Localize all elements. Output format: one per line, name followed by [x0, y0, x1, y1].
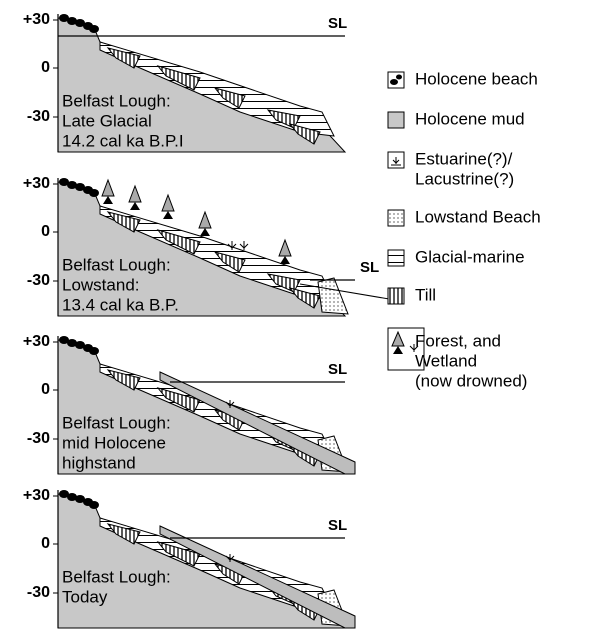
legend-label: Estuarine(?)/ [415, 149, 513, 168]
sea-level-label: SL [328, 361, 347, 378]
legend-label: Wetland [415, 351, 477, 370]
legend-symbol [388, 210, 404, 226]
panel-label: Belfast Lough: [62, 255, 171, 274]
legend-symbol [388, 288, 404, 304]
legend-cobble [390, 79, 398, 85]
y-tick-label: +30 [23, 487, 50, 504]
panel-label: Belfast Lough: [62, 413, 171, 432]
y-tick-label: +30 [23, 333, 50, 350]
panel-label: Belfast Lough: [62, 567, 171, 586]
panel-label: highstand [62, 453, 136, 472]
legend-label: Forest, and [415, 331, 501, 350]
legend-label: Till [415, 285, 436, 304]
beach-cobble [89, 25, 99, 33]
lowstand-beach [318, 278, 348, 314]
tree [162, 195, 174, 211]
legend-label: Holocene mud [415, 109, 525, 128]
sea-level-label: SL [328, 517, 347, 534]
y-tick-label: +30 [23, 11, 50, 28]
sea-level-label: SL [360, 259, 379, 276]
panel-label: 14.2 cal ka B.P.I [62, 131, 184, 150]
y-tick-label: -30 [27, 272, 50, 289]
y-tick-label: +30 [23, 175, 50, 192]
tree [279, 240, 291, 256]
section-panel: SL +30 0 -30 Belfast Lough:Lowstand:13.4 cal… [23, 175, 395, 316]
sea-level-label: SL [328, 15, 347, 32]
section-panel: SL +30 0 -30 Belfast Lough:Today [23, 487, 355, 628]
tree-stump [130, 202, 140, 210]
tree [199, 212, 211, 228]
legend-label: Lacustrine(?) [415, 169, 514, 188]
legend-symbol [388, 112, 404, 128]
panel-label: Belfast Lough: [62, 91, 171, 110]
y-tick-label: 0 [41, 223, 50, 240]
panel-label: Lowstand: [62, 275, 140, 294]
y-tick-label: -30 [27, 108, 50, 125]
beach-cobble [89, 347, 99, 355]
tree-stump [200, 228, 210, 236]
panel-label: 13.4 cal ka B.P. [62, 295, 179, 314]
legend-symbol [388, 250, 404, 266]
section-panel: SL +30 0 -30 Belfast Lough:Late Glacial14.2 … [23, 11, 347, 152]
figure: SL+300-30Belfast Lough:Late Glacial14.2 … [0, 0, 598, 640]
y-tick-label: 0 [41, 381, 50, 398]
y-tick-label: -30 [27, 584, 50, 601]
legend-label: Holocene beach [415, 69, 538, 88]
tree-stump [280, 256, 290, 264]
tree-stump [103, 196, 113, 204]
y-tick-label: -30 [27, 430, 50, 447]
legend-cobble [396, 75, 402, 80]
y-tick-label: 0 [41, 59, 50, 76]
tree [129, 186, 141, 202]
legend-label: Glacial-marine [415, 247, 525, 266]
y-tick-label: 0 [41, 535, 50, 552]
beach-cobble [89, 189, 99, 197]
tree [102, 180, 114, 196]
panel-label: Late Glacial [62, 111, 152, 130]
tree-stump [163, 211, 173, 219]
section-panel: SL +30 0 -30 Belfast Lough:mid Holocenehighs… [23, 333, 355, 474]
panel-label: mid Holocene [62, 433, 166, 452]
legend-label: Lowstand Beach [415, 207, 541, 226]
legend-label: (now drowned) [415, 371, 527, 390]
panel-label: Today [62, 587, 108, 606]
beach-cobble [89, 501, 99, 509]
